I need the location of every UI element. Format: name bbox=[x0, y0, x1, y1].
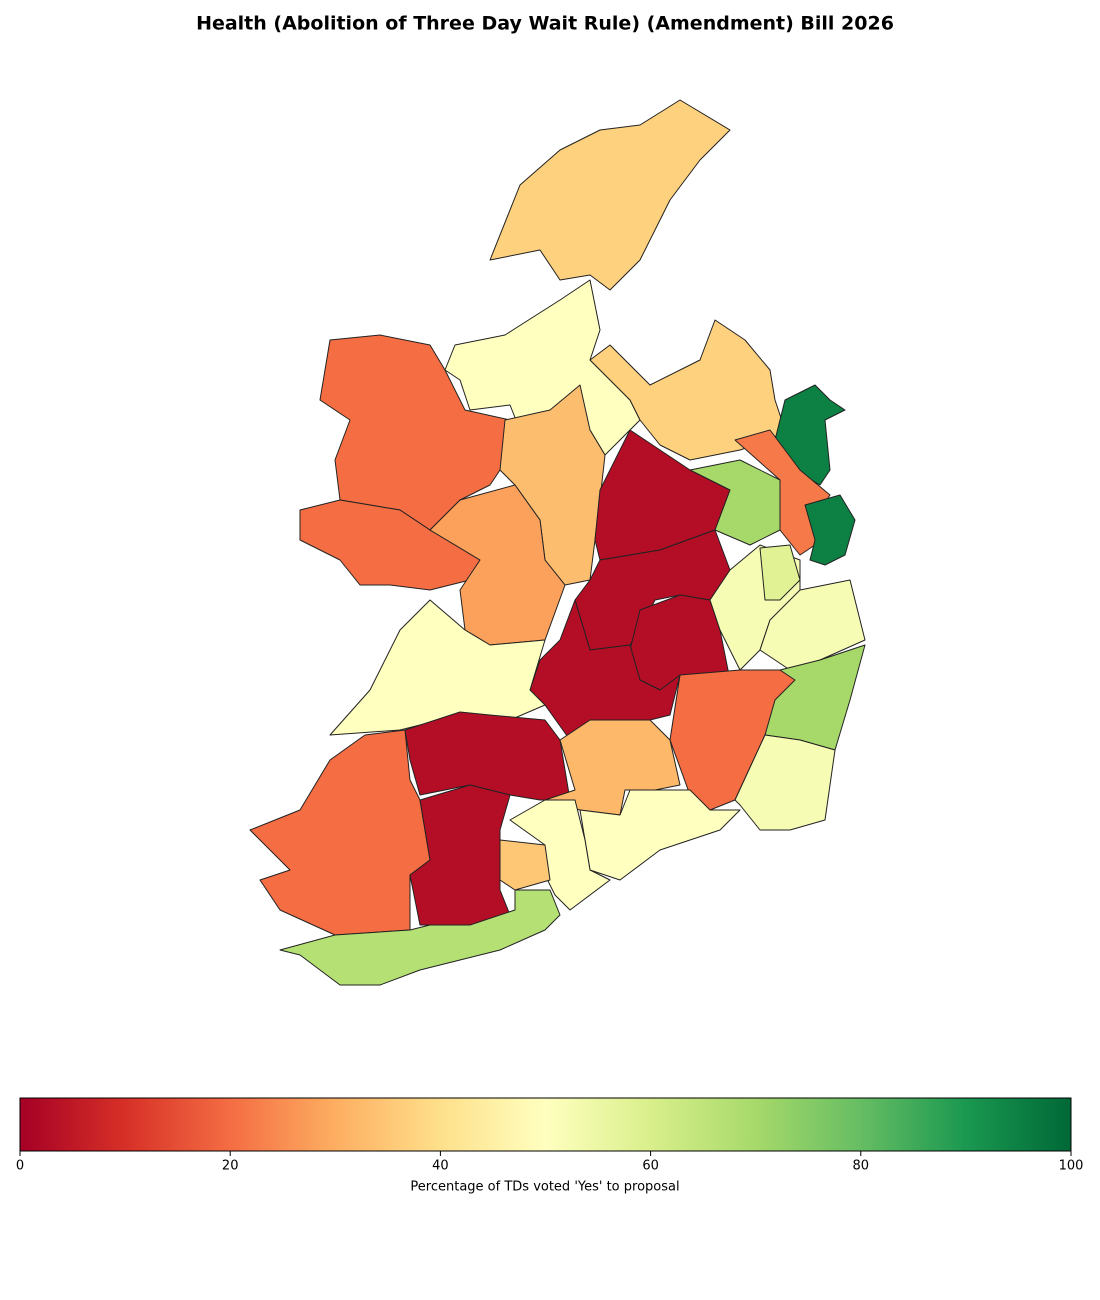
region bbox=[249, 729, 431, 936]
colorbar-tick-label: 20 bbox=[222, 1159, 239, 1174]
region bbox=[589, 319, 786, 461]
colorbar-tick-label: 0 bbox=[16, 1159, 24, 1174]
map-title: Health (Abolition of Three Day Wait Rule… bbox=[196, 13, 894, 35]
colorbar bbox=[19, 1097, 1072, 1152]
region bbox=[499, 839, 551, 891]
region bbox=[299, 499, 481, 591]
region bbox=[734, 734, 836, 831]
region bbox=[429, 484, 566, 646]
region bbox=[489, 99, 731, 291]
colorbar-label: Percentage of TDs voted 'Yes' to proposa… bbox=[410, 1180, 679, 1195]
region bbox=[319, 334, 511, 531]
colorbar-tick-label: 80 bbox=[853, 1159, 870, 1174]
region bbox=[759, 544, 801, 601]
region bbox=[279, 889, 561, 986]
region bbox=[804, 494, 856, 566]
region bbox=[404, 711, 571, 801]
map-regions bbox=[249, 99, 866, 986]
region bbox=[689, 459, 781, 546]
colorbar-tick-label: 60 bbox=[642, 1159, 659, 1174]
colorbar-tick-label: 100 bbox=[1059, 1159, 1084, 1174]
region bbox=[759, 579, 866, 671]
colorbar-tick-label: 40 bbox=[432, 1159, 449, 1174]
